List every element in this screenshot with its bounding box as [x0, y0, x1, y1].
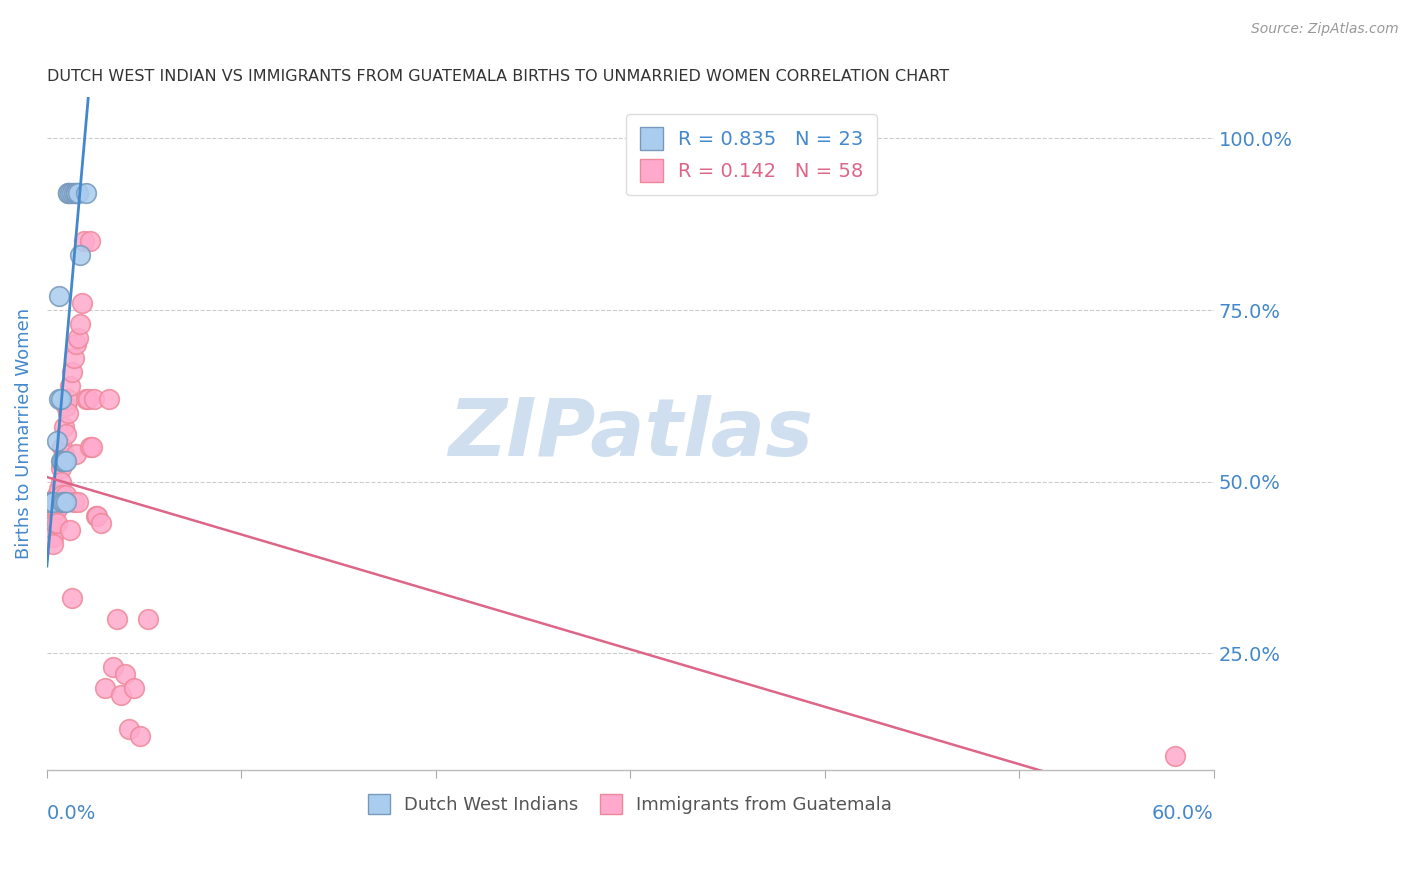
Point: [49, 461, 72, 475]
Point: [101, 660, 124, 674]
Point: [55, 495, 77, 509]
Text: 0.0%: 0.0%: [46, 804, 96, 822]
Point: [49, 454, 72, 468]
Text: DUTCH WEST INDIAN VS IMMIGRANTS FROM GUATEMALA BIRTHS TO UNMARRIED WOMEN CORRELA: DUTCH WEST INDIAN VS IMMIGRANTS FROM GUA…: [46, 69, 949, 84]
Point: [94, 681, 117, 695]
Point: [58, 406, 80, 420]
Point: [63, 186, 86, 201]
Point: [65, 447, 87, 461]
Point: [60, 365, 83, 379]
Point: [59, 186, 82, 201]
Point: [83, 392, 105, 407]
Point: [51, 495, 73, 509]
Point: [48, 495, 70, 509]
Point: [110, 688, 132, 702]
Point: [55, 399, 77, 413]
Point: [84, 509, 107, 524]
Point: [59, 523, 82, 537]
Point: [38, 495, 60, 509]
Point: [41, 495, 63, 509]
Point: [60, 591, 83, 606]
Point: [51, 454, 73, 468]
Text: 60.0%: 60.0%: [1152, 804, 1213, 822]
Point: [60, 186, 83, 201]
Point: [48, 289, 70, 303]
Point: [39, 530, 62, 544]
Point: [63, 351, 86, 365]
Point: [44, 502, 66, 516]
Point: [58, 186, 80, 201]
Point: [66, 186, 89, 201]
Point: [53, 419, 76, 434]
Point: [45, 434, 67, 448]
Point: [90, 516, 112, 530]
Point: [124, 681, 146, 695]
Point: [63, 495, 86, 509]
Point: [86, 509, 108, 524]
Point: [55, 488, 77, 502]
Point: [51, 441, 73, 455]
Point: [76, 392, 98, 407]
Point: [73, 235, 96, 249]
Point: [69, 317, 91, 331]
Point: [38, 516, 60, 530]
Point: [129, 729, 152, 743]
Point: [114, 667, 136, 681]
Point: [51, 488, 73, 502]
Point: [79, 235, 101, 249]
Point: [48, 482, 70, 496]
Point: [53, 495, 76, 509]
Point: [48, 392, 70, 407]
Point: [70, 296, 93, 310]
Point: [1164, 749, 1187, 764]
Point: [80, 441, 103, 455]
Point: [55, 426, 77, 441]
Point: [79, 441, 101, 455]
Point: [49, 475, 72, 489]
Point: [66, 330, 89, 344]
Point: [136, 612, 159, 626]
Point: [55, 454, 77, 468]
Point: [65, 337, 87, 351]
Text: Source: ZipAtlas.com: Source: ZipAtlas.com: [1251, 22, 1399, 37]
Point: [75, 186, 97, 201]
Point: [45, 502, 67, 516]
Point: [41, 536, 63, 550]
Text: ZIPatlas: ZIPatlas: [447, 394, 813, 473]
Point: [45, 488, 67, 502]
Point: [69, 248, 91, 262]
Point: [98, 392, 121, 407]
Point: [59, 378, 82, 392]
Point: [39, 516, 62, 530]
Point: [44, 516, 66, 530]
Point: [41, 530, 63, 544]
Point: [58, 186, 80, 201]
Point: [75, 392, 97, 407]
Point: [49, 495, 72, 509]
Point: [45, 516, 67, 530]
Point: [53, 447, 76, 461]
Legend: Dutch West Indians, Immigrants from Guatemala: Dutch West Indians, Immigrants from Guat…: [361, 787, 900, 822]
Point: [117, 722, 139, 736]
Point: [65, 186, 87, 201]
Point: [53, 454, 76, 468]
Point: [49, 392, 72, 407]
Point: [105, 612, 128, 626]
Point: [66, 495, 89, 509]
Point: [58, 392, 80, 407]
Point: [65, 186, 87, 201]
Y-axis label: Births to Unmarried Women: Births to Unmarried Women: [15, 308, 32, 559]
Point: [38, 495, 60, 509]
